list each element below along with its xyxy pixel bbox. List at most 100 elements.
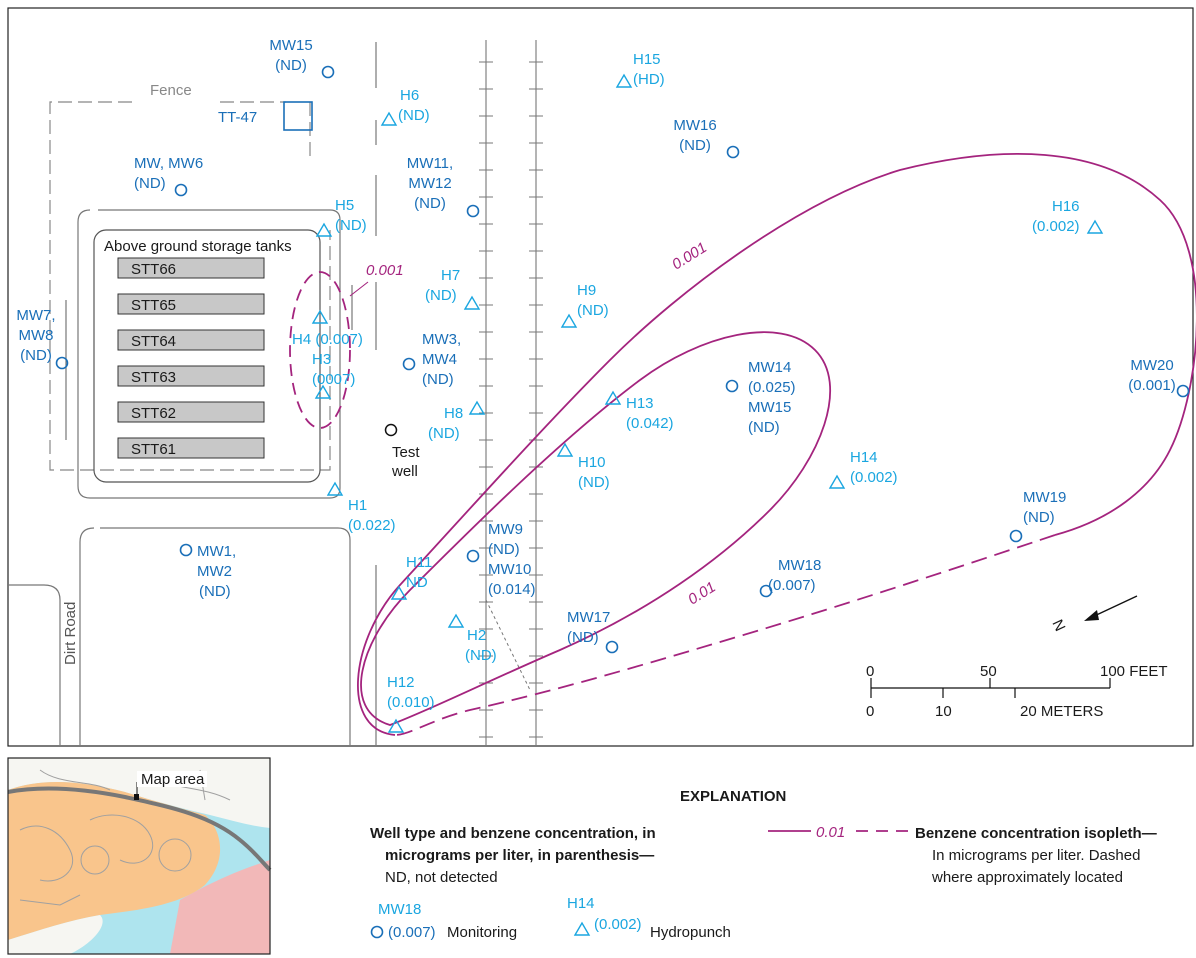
monitoring-well-mw15-nw-label: (ND) xyxy=(275,57,307,74)
tt47-marker xyxy=(283,101,313,131)
monitoring-well-mw1-mw2-label: MW2 xyxy=(197,563,232,580)
railroad-tracks xyxy=(485,40,537,745)
isopleth-small-leader xyxy=(349,281,369,297)
hydropunch-well-h9-label: (ND) xyxy=(577,302,609,319)
tank-stt64-label: STT64 xyxy=(131,333,176,350)
monitoring-well-mw7-mw8-label: MW7, xyxy=(16,307,55,324)
hydropunch-well-h10-label: H10 xyxy=(578,454,606,471)
isopleth-inner xyxy=(360,331,831,726)
scale-meters-0: 0 xyxy=(866,703,874,720)
monitoring-well-mw16-label: (ND) xyxy=(679,137,711,154)
test-well-marker xyxy=(384,423,398,437)
hydropunch-well-h16-label: (0.002) xyxy=(1032,218,1080,235)
monitoring-well-mw1-mw2 xyxy=(179,543,193,557)
legend-hyd-id: H14 xyxy=(567,895,595,912)
monitoring-well-mw14-mw15-label: (0.025) xyxy=(748,379,796,396)
monitoring-well-mw17-label: (ND) xyxy=(567,629,599,646)
monitoring-well-mw11-mw12-label: MW12 xyxy=(408,175,451,192)
tank-stt63 xyxy=(117,365,265,387)
scale-meters-20: 20 METERS xyxy=(1020,703,1103,720)
well-heading-line2: micrograms per liter, in parenthesis— xyxy=(385,847,654,864)
hydropunch-well-h12 xyxy=(387,718,405,733)
monitoring-well-mw11-mw12-label: MW11, xyxy=(407,155,453,172)
monitoring-well-mw3-mw4-label: MW3, xyxy=(422,331,461,348)
monitoring-well-mw16-label: MW16 xyxy=(673,117,716,134)
hydropunch-well-h2-label: H2 xyxy=(467,627,486,644)
tt47-label: TT-47 xyxy=(218,109,257,126)
hydropunch-well-h6 xyxy=(380,111,398,126)
hydropunch-well-h16-label: H16 xyxy=(1052,198,1080,215)
tank-stt61-label: STT61 xyxy=(131,441,176,458)
monitoring-well-mw11-mw12 xyxy=(466,204,480,218)
legend-hydropunch-symbol xyxy=(573,921,591,936)
hydropunch-well-h13-label: (0.042) xyxy=(626,415,674,432)
hydropunch-well-h7-label: H7 xyxy=(441,267,460,284)
monitoring-well-mw14-mw15-label: (ND) xyxy=(748,419,780,436)
monitoring-well-mw-mw6-label: (ND) xyxy=(134,175,166,192)
hydropunch-well-h14-label: H14 xyxy=(850,449,878,466)
monitoring-well-mw18-label: (0.007) xyxy=(768,577,816,594)
monitoring-well-mw9-mw10-label: (ND) xyxy=(488,541,520,558)
hydropunch-well-h15 xyxy=(615,73,633,88)
hydropunch-well-h9-label: H9 xyxy=(577,282,596,299)
hydropunch-well-h5-label: H5 xyxy=(335,197,354,214)
legend-mon-value: (0.007) xyxy=(388,924,436,941)
isopleths xyxy=(289,153,1196,736)
road-edges xyxy=(65,42,377,745)
hydropunch-well-h15-label: (HD) xyxy=(633,71,665,88)
tank-stt61 xyxy=(117,437,265,459)
hydropunch-well-h2 xyxy=(447,613,465,628)
monitoring-well-mw15-nw xyxy=(321,65,335,79)
monitoring-well-mw16 xyxy=(726,145,740,159)
monitoring-well-mw-mw6 xyxy=(174,183,188,197)
iso-desc-line2: where approximately located xyxy=(931,869,1123,886)
hydropunch-well-h12-label: (0.010) xyxy=(387,694,435,711)
inset-pink-land xyxy=(170,860,270,954)
monitoring-well-mw17 xyxy=(605,640,619,654)
storage-tanks: STT66 STT65 STT64 STT63 STT62 STT61 xyxy=(117,257,265,459)
explanation: EXPLANATION Well type and benzene concen… xyxy=(370,788,1157,941)
test-well-label-2: well xyxy=(391,463,418,480)
monitoring-well-mw7-mw8-label: (ND) xyxy=(20,347,52,364)
monitoring-well-mw18 xyxy=(759,584,773,598)
rail-spur xyxy=(485,599,531,691)
dirt-road-label: Dirt Road xyxy=(62,602,79,665)
isopleth-small-label: 0.001 xyxy=(366,262,404,279)
monitoring-well-mw3-mw4-label: MW4 xyxy=(422,351,457,368)
hydropunch-well-h4 xyxy=(311,309,329,324)
hydropunch-well-h6-label: H6 xyxy=(400,87,419,104)
hydropunch-well-h8-label: H8 xyxy=(444,405,463,422)
tank-stt64 xyxy=(117,329,265,351)
hydropunch-well-h11 xyxy=(390,585,408,600)
scale-meters-10: 10 xyxy=(935,703,952,720)
monitoring-well-mw14-mw15-label: MW14 xyxy=(748,359,791,376)
inset-map: Map area xyxy=(7,757,272,955)
isopleth-outer-dashed xyxy=(394,534,1056,736)
fence-label: Fence xyxy=(150,82,192,99)
monitoring-well-mw18-label: MW18 xyxy=(778,557,821,574)
legend-mon-label: Monitoring xyxy=(447,924,517,941)
hydropunch-well-h5 xyxy=(315,222,333,237)
monitoring-well-mw1-mw2-label: (ND) xyxy=(199,583,231,600)
inset-study-land xyxy=(8,781,221,940)
hydropunch-well-h1 xyxy=(326,481,344,496)
monitoring-well-mw15-nw-label: MW15 xyxy=(269,37,312,54)
hydropunch-well-h5-label: (ND) xyxy=(335,217,367,234)
monitoring-well-mw11-mw12-label: (ND) xyxy=(414,195,446,212)
well-heading-line1: Well type and benzene concentration, in xyxy=(370,825,656,842)
iso-desc-line1: In micrograms per liter. Dashed xyxy=(932,847,1140,864)
tank-stt65-label: STT65 xyxy=(131,297,176,314)
monitoring-well-mw9-mw10 xyxy=(466,549,480,563)
test-well-label-1: Test xyxy=(392,444,420,461)
monitoring-well-mw9-mw10-label: MW10 xyxy=(488,561,531,578)
monitoring-well-mw9-mw10-label: (0.014) xyxy=(488,581,536,598)
monitoring-well-mw14-mw15 xyxy=(725,379,739,393)
tank-stt62-label: STT62 xyxy=(131,405,176,422)
inset-label-box xyxy=(137,771,207,787)
inset-shore-south xyxy=(8,915,103,954)
isopleth-outer-solid xyxy=(357,153,1196,736)
tank-stt66-label: STT66 xyxy=(131,261,176,278)
tank-stt62 xyxy=(117,401,265,423)
well-heading-line2-text: micrograms per liter, in parenthesis— xyxy=(385,847,654,864)
roads xyxy=(8,209,351,745)
